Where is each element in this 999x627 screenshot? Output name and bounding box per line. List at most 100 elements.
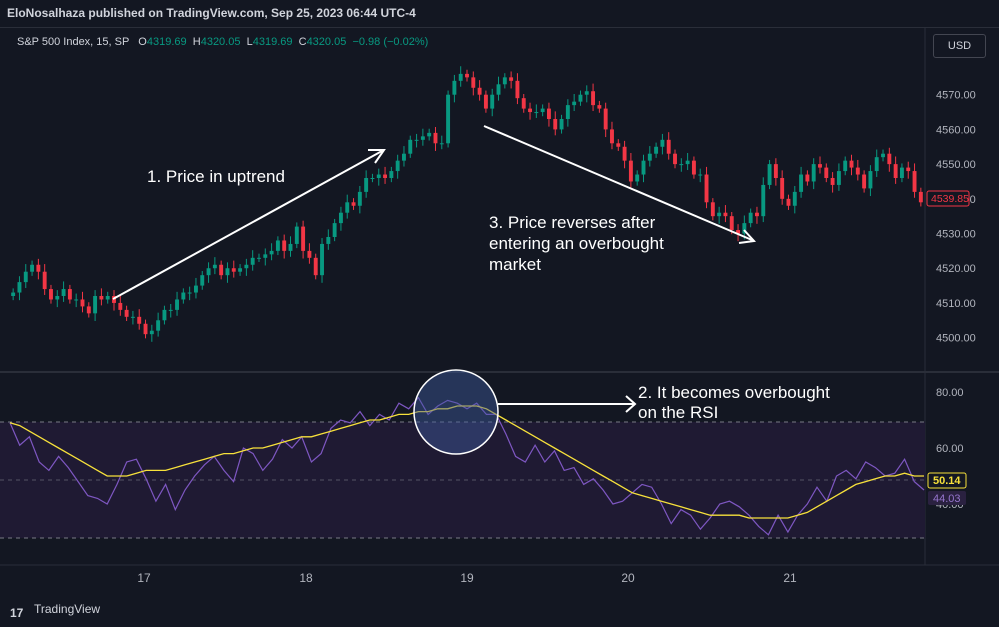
candle-body bbox=[767, 164, 772, 185]
candle-body bbox=[332, 223, 337, 237]
candle-body bbox=[446, 94, 451, 144]
candle-body bbox=[351, 202, 356, 206]
open-label: O bbox=[138, 36, 147, 48]
svg-text:4539.85: 4539.85 bbox=[931, 193, 969, 205]
candle-body bbox=[61, 289, 66, 296]
candle-body bbox=[502, 77, 507, 85]
candle-body bbox=[528, 108, 532, 113]
candle-body bbox=[698, 174, 703, 176]
candle-body bbox=[219, 264, 224, 276]
candle-body bbox=[799, 174, 804, 192]
candle-body bbox=[691, 160, 696, 175]
candle-body bbox=[238, 268, 243, 272]
annotation-overbought-2: on the RSI bbox=[638, 403, 718, 422]
candle-body bbox=[124, 309, 129, 317]
candle-body bbox=[414, 139, 419, 141]
candle-body bbox=[805, 174, 810, 182]
candle-body bbox=[93, 296, 98, 314]
price-tick: 4500.00 bbox=[936, 333, 976, 345]
candle-body bbox=[654, 146, 659, 154]
currency-button[interactable]: USD bbox=[933, 34, 986, 58]
candle-body bbox=[723, 212, 728, 217]
candle-body bbox=[23, 271, 28, 283]
footer: 17 TradingView bbox=[0, 597, 999, 627]
candle-body bbox=[212, 264, 217, 269]
symbol-name[interactable]: S&P 500 Index, 15, SP bbox=[17, 36, 130, 48]
candle-body bbox=[616, 143, 621, 147]
candle-body bbox=[376, 174, 381, 178]
candle-body bbox=[439, 143, 444, 145]
candle-body bbox=[395, 160, 400, 172]
low-value: 4319.69 bbox=[252, 36, 293, 48]
candle-body bbox=[786, 198, 791, 206]
candle-body bbox=[521, 98, 526, 109]
tradingview-logo-icon[interactable]: 17 bbox=[10, 606, 24, 620]
candle-body bbox=[458, 73, 463, 81]
price-scale[interactable]: 4500.004510.004520.004530.004540.004550.… bbox=[936, 90, 976, 345]
candle-body bbox=[483, 94, 488, 109]
candle-body bbox=[364, 178, 369, 192]
price-tick: 4530.00 bbox=[936, 229, 976, 241]
candle-body bbox=[534, 112, 539, 114]
candle-body bbox=[74, 299, 79, 301]
candle-body bbox=[383, 174, 388, 178]
candle-body bbox=[49, 289, 53, 300]
candle-body bbox=[250, 257, 255, 265]
time-tick: 17 bbox=[137, 571, 151, 585]
candle-body bbox=[307, 250, 312, 258]
candle-body bbox=[641, 160, 646, 175]
candle-body bbox=[868, 171, 873, 189]
candle-body bbox=[275, 240, 280, 251]
candle-body bbox=[849, 160, 854, 168]
candle-body bbox=[855, 167, 860, 175]
candle-body bbox=[370, 178, 375, 179]
candle-body bbox=[105, 296, 110, 300]
candle-body bbox=[67, 289, 72, 300]
candle-body bbox=[685, 160, 690, 165]
annotation-reversal-1: 3. Price reverses after bbox=[489, 213, 656, 232]
candle-body bbox=[647, 153, 652, 161]
candle-body bbox=[345, 202, 350, 213]
price-tick: 4520.00 bbox=[936, 263, 976, 275]
candle-body bbox=[168, 309, 173, 311]
candle-body bbox=[225, 268, 230, 276]
publish-info: EloNosalhaza published on TradingView.co… bbox=[7, 6, 416, 20]
candle-body bbox=[149, 330, 154, 335]
candle-body bbox=[862, 174, 867, 189]
candle-body bbox=[736, 230, 741, 234]
candle-body bbox=[490, 94, 495, 109]
tradingview-brand[interactable]: TradingView bbox=[34, 602, 101, 616]
candle-body bbox=[591, 91, 596, 106]
candle-body bbox=[748, 212, 753, 224]
candle-body bbox=[282, 240, 287, 251]
candle-body bbox=[471, 77, 476, 88]
rsi-tick: 60.00 bbox=[936, 443, 964, 455]
candle-body bbox=[17, 282, 22, 293]
annotation-uptrend: 1. Price in uptrend bbox=[147, 167, 285, 186]
candle-body bbox=[118, 302, 123, 310]
candle-body bbox=[143, 323, 148, 335]
time-scale[interactable]: 17 18 19 20 21 bbox=[137, 571, 797, 585]
candle-body bbox=[673, 153, 677, 165]
price-tick: 4560.00 bbox=[936, 124, 976, 136]
chart-svg[interactable]: 4500.004510.004520.004530.004540.004550.… bbox=[0, 0, 999, 597]
candle-body bbox=[402, 153, 406, 161]
candle-body bbox=[11, 292, 16, 296]
ohlc-legend: S&P 500 Index, 15, SP O4319.69 H4320.05 … bbox=[17, 36, 428, 48]
candle-body bbox=[257, 257, 261, 259]
candle-body bbox=[389, 171, 394, 178]
uptrend-arrow bbox=[112, 149, 386, 300]
candle-body bbox=[912, 171, 917, 192]
candle-body bbox=[874, 157, 879, 172]
rsi-line bbox=[9, 396, 925, 536]
candle-body bbox=[918, 191, 923, 203]
candle-body bbox=[427, 132, 432, 137]
candle-body bbox=[761, 184, 766, 217]
candle-body bbox=[893, 164, 898, 178]
candle-body bbox=[301, 226, 306, 251]
candle-body bbox=[515, 80, 520, 99]
last-price-label: 4539.85 bbox=[926, 190, 970, 207]
candle-body bbox=[420, 136, 425, 140]
candle-body bbox=[635, 174, 640, 182]
candle-body bbox=[263, 254, 268, 258]
